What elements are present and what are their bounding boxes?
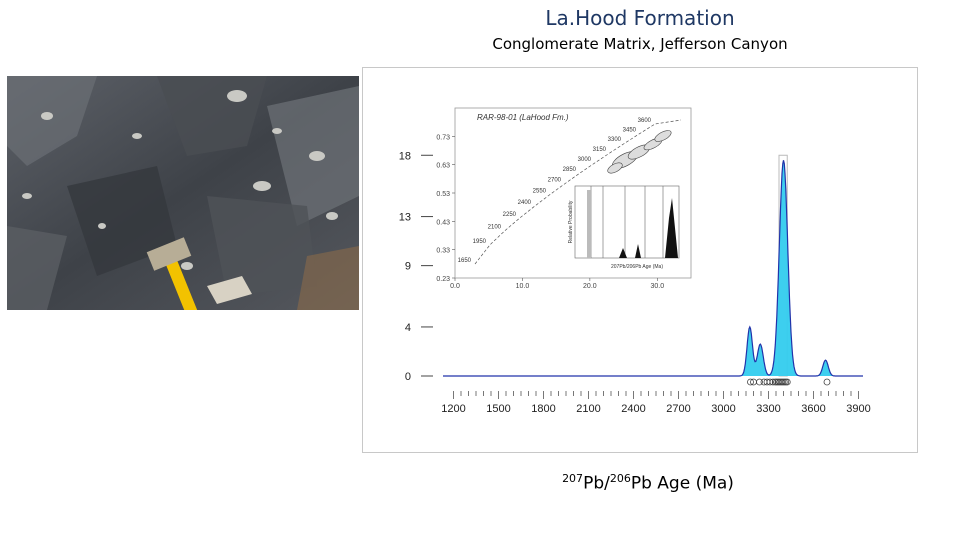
concordia-age-label: 3450 — [623, 127, 637, 133]
rock-outcrop-photo — [7, 76, 359, 310]
y-tick-label: 4 — [405, 322, 411, 334]
inset-y-tick-label: 0.73 — [436, 134, 450, 141]
inset-histogram-bar — [587, 190, 591, 258]
sample-point — [766, 378, 774, 386]
concordia-age-label: 3150 — [593, 147, 607, 153]
sample-point — [769, 378, 777, 386]
concordia-age-label: 1650 — [458, 258, 472, 264]
slide-subtitle: Conglomerate Matrix, Jefferson Canyon — [492, 35, 788, 53]
x-tick-label: 3900 — [846, 403, 870, 415]
x-tick-label: 2400 — [621, 403, 645, 415]
x-tick-label: 3600 — [801, 403, 825, 415]
axis-unit-label: Pb Age (Ma) — [630, 473, 734, 494]
concordia-age-label: 2100 — [488, 225, 502, 231]
sample-point — [747, 378, 754, 386]
x-tick-label: 2100 — [576, 403, 600, 415]
sample-point — [756, 378, 763, 386]
chart-frame: 0 4 9 13 18 1200 1500 1800 2100 2400 2700 3000 3300 3… — [362, 67, 918, 453]
y-tick-label: 13 — [399, 212, 411, 224]
error-ellipse — [607, 162, 623, 174]
x-axis-caption: 207Pb/206Pb Age (Ma) — [0, 472, 960, 494]
error-ellipse — [654, 130, 672, 142]
slide-title: La.Hood Formation — [545, 6, 735, 30]
inset-x-tick-label: 10.0 — [516, 283, 530, 290]
x-tick-label: 3300 — [756, 403, 780, 415]
sample-point — [823, 378, 831, 386]
inset-y-tick-label: 0.33 — [436, 248, 450, 255]
inset-title: RAR-98-01 (LaHood Fm.) — [477, 113, 569, 122]
inset-y-tick-label: 0.53 — [436, 191, 450, 198]
concordia-age-label: 2250 — [503, 212, 517, 218]
inset-histogram-peak — [619, 248, 627, 258]
concordia-age-label: 2850 — [563, 167, 577, 173]
inset-x-tick-label: 0.0 — [450, 283, 460, 290]
inset-histogram-peak — [635, 244, 641, 258]
x-tick-label: 1800 — [531, 403, 555, 415]
inset-histogram-ylabel: Relative Probability — [568, 200, 574, 243]
concordia-age-label: 2550 — [533, 189, 547, 195]
y-tick-label: 0 — [405, 371, 411, 383]
concordia-inset: RAR-98-01 (LaHood Fm.) 0.23 0.33 0.43 0.53 0.… — [436, 107, 692, 290]
inset-histogram-peak — [665, 198, 678, 258]
kde-plot: 0 4 9 13 18 1200 1500 1800 2100 2400 2700 3000 3300 3… — [399, 150, 871, 415]
x-tick-label: 3000 — [711, 403, 735, 415]
y-tick-label: 9 — [405, 261, 411, 273]
inset-y-tick-label: 0.23 — [436, 276, 450, 283]
isotope-element-pb: Pb/ — [583, 473, 610, 494]
concordia-age-label: 1950 — [473, 239, 487, 245]
x-tick-label: 2700 — [666, 403, 690, 415]
x-tick-label: 1200 — [441, 403, 465, 415]
inset-y-tick-label: 0.63 — [436, 163, 450, 170]
isotope-mass-206: 206 — [609, 472, 631, 485]
isotope-mass-207: 207 — [562, 472, 584, 485]
kde-line — [443, 160, 863, 377]
x-tick-label: 1500 — [486, 403, 510, 415]
inset-histogram-xlabel: 207Pb/206Pb Age (Ma) — [611, 264, 663, 270]
concordia-age-label: 3600 — [638, 118, 652, 124]
y-tick-label: 18 — [399, 150, 411, 162]
inset-x-tick-label: 20.0 — [583, 283, 597, 290]
concordia-age-label: 2700 — [548, 178, 562, 184]
concordia-age-label: 3300 — [608, 137, 622, 143]
sample-point — [783, 378, 791, 386]
inset-x-tick-label: 30.0 — [650, 283, 664, 290]
inset-y-tick-label: 0.43 — [436, 219, 450, 226]
concordia-age-label: 3000 — [578, 157, 592, 163]
inset-histogram-frame — [574, 185, 680, 259]
concordia-curve — [474, 119, 682, 265]
concordia-age-label: 2400 — [518, 200, 532, 206]
